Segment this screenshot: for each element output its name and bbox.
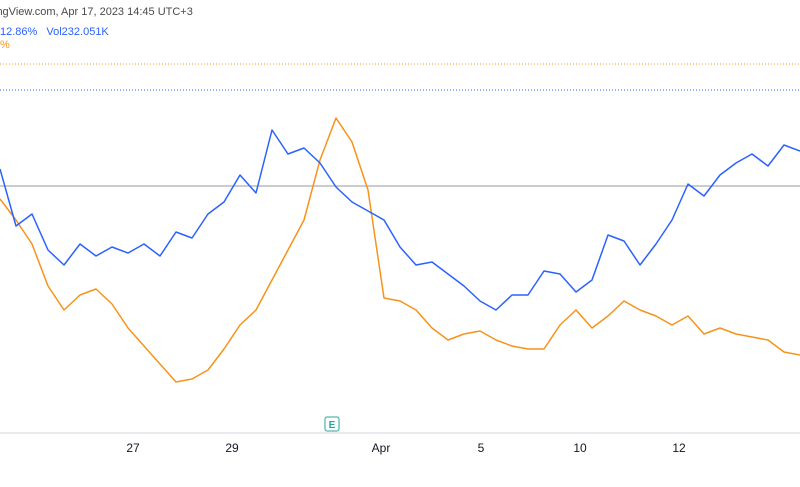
- x-axis-ticks: 27 29 Apr 5 10 12: [126, 441, 686, 455]
- series-line-blue: [0, 129, 800, 311]
- x-tick-label: Apr: [372, 441, 391, 455]
- change-percent: 12.86%: [0, 26, 38, 38]
- x-tick-label: 5: [478, 441, 485, 455]
- x-tick-label: 12: [672, 441, 686, 455]
- volume-value: 232.051K: [61, 26, 109, 38]
- series-line-orange: [0, 117, 800, 383]
- event-badge-box: [324, 416, 340, 432]
- change-volume-row: 12.86% Vol232.051K: [0, 26, 109, 38]
- volume-label: Vol: [46, 26, 62, 38]
- source-timestamp: ingView.com, Apr 17, 2023 14:45 UTC+3: [0, 6, 193, 18]
- second-series-change: %: [0, 39, 10, 51]
- event-badge-letter: E: [329, 420, 336, 431]
- chart-header: ingView.com, Apr 17, 2023 14:45 UTC+3 12…: [0, 0, 800, 60]
- x-tick-label: 10: [573, 441, 587, 455]
- x-tick-label: 27: [126, 441, 140, 455]
- earnings-event-badge[interactable]: E: [324, 416, 340, 432]
- x-tick-label: 29: [225, 441, 239, 455]
